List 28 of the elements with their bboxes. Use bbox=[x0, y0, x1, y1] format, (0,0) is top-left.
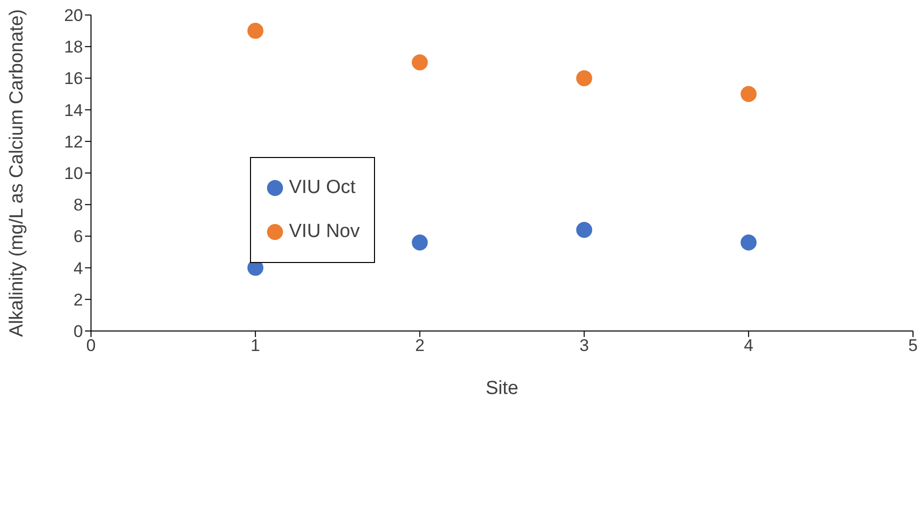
legend-label: VIU Oct bbox=[289, 176, 356, 200]
y-tick-label: 6 bbox=[74, 227, 83, 246]
x-tick-label: 3 bbox=[579, 336, 589, 356]
legend-label: VIU Nov bbox=[289, 220, 360, 244]
y-tick-label: 4 bbox=[74, 258, 83, 278]
y-tick-label: 2 bbox=[74, 290, 83, 310]
x-tick-label: 5 bbox=[908, 336, 918, 356]
x-axis-title: Site bbox=[486, 378, 518, 399]
point bbox=[576, 222, 592, 238]
y-tick-label: 14 bbox=[64, 100, 83, 120]
x-tick-label: 1 bbox=[250, 336, 260, 356]
y-tick-label: 18 bbox=[64, 38, 83, 57]
x-tick-label: 0 bbox=[86, 336, 96, 356]
y-tick-label: 8 bbox=[74, 196, 83, 215]
point bbox=[576, 70, 592, 86]
x-tick-label: 4 bbox=[744, 336, 754, 356]
y-tick-label: 16 bbox=[64, 69, 83, 88]
x-tick-label: 2 bbox=[415, 336, 425, 356]
point bbox=[740, 234, 757, 251]
point bbox=[412, 234, 428, 251]
y-tick-label: 12 bbox=[64, 132, 83, 152]
point bbox=[412, 54, 428, 70]
y-tick-label: 10 bbox=[64, 164, 83, 184]
y-axis-title: Alkalinity (mg/L as Calcium Carbonate) bbox=[6, 9, 28, 337]
y-tick-label: 0 bbox=[74, 322, 83, 342]
y-tick-label: 20 bbox=[64, 6, 83, 26]
point bbox=[247, 22, 264, 39]
point bbox=[740, 86, 757, 102]
